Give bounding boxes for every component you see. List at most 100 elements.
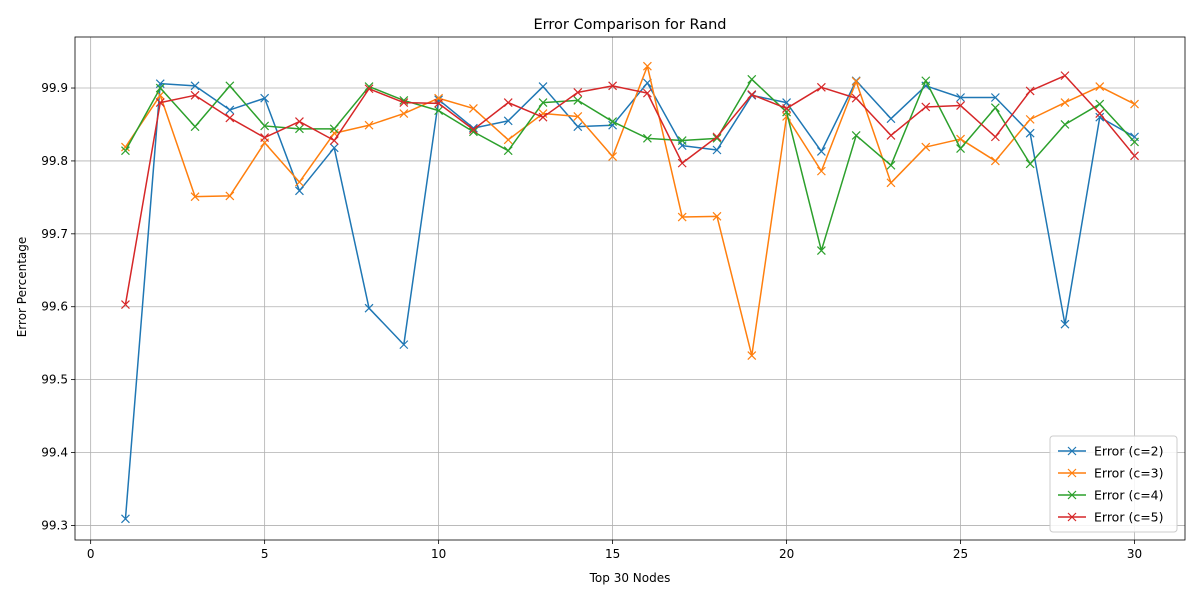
data-point (851, 130, 861, 140)
y-tick-label: 99.7 (41, 227, 68, 241)
series-line (124, 78, 1136, 252)
data-point (1095, 112, 1105, 122)
legend-box (1049, 435, 1178, 533)
data-point (747, 90, 757, 100)
legend-entry: Error (c=3) (1058, 466, 1164, 481)
data-point (121, 514, 130, 524)
data-point (190, 90, 200, 100)
data-point (642, 88, 652, 98)
series-3 (121, 74, 1139, 256)
legend-marker (1067, 512, 1077, 522)
data-point (677, 158, 687, 168)
data-point (225, 105, 235, 115)
data-point (712, 211, 722, 221)
data-point (155, 79, 165, 89)
legend-entry: Error (c=4) (1058, 488, 1164, 503)
data-point (677, 212, 687, 222)
y-tick-label: 99.9 (41, 81, 68, 95)
data-point (434, 95, 444, 105)
x-tick-label: 0 (87, 547, 95, 561)
data-point (1025, 128, 1035, 138)
y-tick-label: 99.6 (41, 300, 68, 314)
data-point (851, 93, 861, 103)
data-point (503, 116, 513, 126)
data-point (990, 132, 1000, 142)
data-point (816, 166, 826, 176)
legend-label: Error (c=4) (1094, 488, 1164, 503)
data-point (747, 351, 757, 360)
data-point (956, 144, 965, 153)
data-point (886, 178, 896, 188)
data-point (608, 81, 618, 91)
data-point (990, 103, 1000, 113)
data-point (538, 112, 548, 122)
data-point (329, 124, 339, 134)
data-point (190, 192, 200, 202)
data-point (816, 246, 826, 256)
data-point (503, 135, 513, 145)
x-tick-label: 10 (431, 547, 446, 561)
data-point (1060, 319, 1070, 329)
data-point (921, 76, 931, 86)
data-point (573, 122, 583, 132)
data-point (886, 160, 896, 170)
data-series (121, 61, 1139, 524)
data-point (712, 145, 722, 155)
y-axis-label: Error Percentage (15, 237, 29, 338)
data-point (573, 112, 583, 121)
data-point (295, 117, 304, 126)
data-point (155, 98, 165, 108)
data-point (295, 186, 304, 196)
data-point (608, 152, 618, 161)
data-point (434, 106, 444, 116)
data-point (747, 74, 757, 84)
legend-label: Error (c=3) (1094, 466, 1164, 481)
data-point (329, 143, 339, 153)
data-point (712, 133, 722, 143)
data-point (329, 136, 339, 145)
data-point (642, 133, 652, 143)
data-point (573, 95, 583, 105)
data-point (816, 82, 826, 92)
data-point (190, 81, 200, 91)
legend-marker (1067, 490, 1077, 500)
data-point (1095, 82, 1105, 91)
data-point (121, 300, 130, 309)
data-point (816, 147, 826, 156)
data-point (155, 83, 165, 93)
data-point (1095, 109, 1105, 118)
series-line (124, 74, 1136, 305)
data-point (503, 98, 513, 108)
data-point (190, 122, 200, 132)
data-point (956, 101, 965, 110)
x-axis-label: Top 30 Nodes (589, 571, 671, 585)
y-tick-label: 99.8 (41, 154, 68, 168)
data-point (851, 77, 861, 86)
data-point (364, 303, 374, 313)
data-point (538, 82, 548, 91)
data-point (921, 102, 931, 112)
legend-entry: Error (c=5) (1058, 510, 1164, 525)
data-point (121, 146, 130, 156)
data-point (1130, 151, 1139, 161)
y-tick-label: 99.5 (41, 373, 68, 387)
legend-label: Error (c=2) (1094, 444, 1164, 459)
x-tick-label: 5 (261, 547, 269, 561)
data-point (1095, 99, 1105, 109)
data-point (295, 177, 304, 187)
data-point (782, 107, 792, 117)
data-point (364, 120, 374, 130)
legend-marker (1067, 468, 1077, 478)
data-point (468, 127, 478, 137)
data-point (260, 133, 270, 143)
y-tick-label: 99.4 (41, 446, 68, 460)
data-point (468, 125, 478, 135)
x-tick-label: 15 (605, 547, 620, 561)
series-4 (121, 71, 1139, 309)
x-tick-label: 20 (779, 547, 794, 561)
data-point (1025, 114, 1035, 124)
data-point (677, 136, 687, 145)
data-point (399, 109, 409, 118)
